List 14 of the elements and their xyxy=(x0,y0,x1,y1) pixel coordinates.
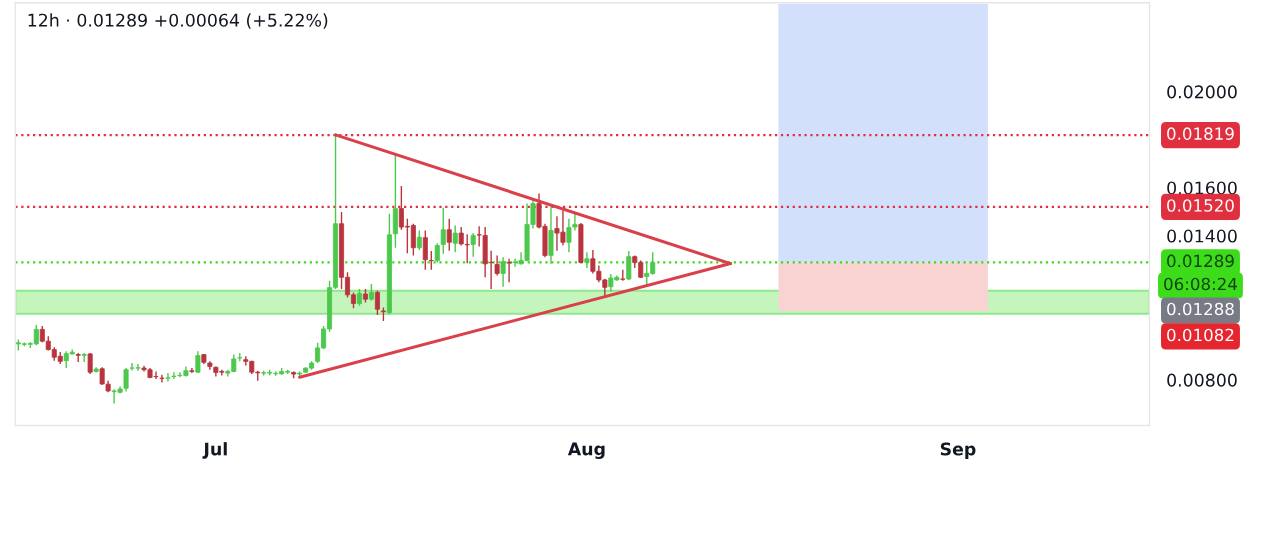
ref-line-label: 0.01819 xyxy=(1167,127,1234,140)
y-tick-label: 0.00800 xyxy=(1167,373,1237,387)
y-tick-label: 0.01600 xyxy=(1167,181,1237,195)
text: 06:08:24 xyxy=(1164,277,1237,291)
x-tick-label: Aug xyxy=(567,442,605,459)
text: 0.01082 xyxy=(1167,328,1234,342)
y-tick-label: 0.01400 xyxy=(1167,229,1237,243)
text: 12h · 0.01289 +0.00064 (+5.22%) xyxy=(28,13,328,29)
x-tick-label: Jul xyxy=(202,442,227,459)
ref-line-label: 0.01520 xyxy=(1167,199,1234,212)
x-tick-label: Sep xyxy=(940,442,976,459)
y-tick-label: 0.02000 xyxy=(1167,85,1237,99)
ref-line-label: 0.01289 xyxy=(1167,254,1234,268)
text: 0.01288 xyxy=(1167,302,1234,316)
